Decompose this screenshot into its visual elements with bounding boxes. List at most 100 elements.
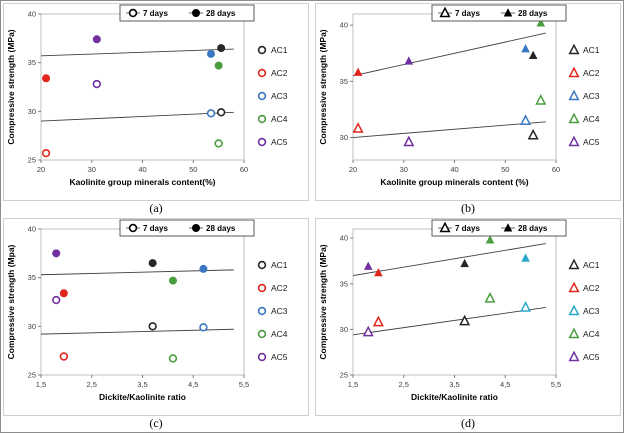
- point-7d-AC2: [352, 122, 364, 133]
- legend-label-AC1: AC1: [271, 260, 288, 270]
- point-7d-AC4: [535, 94, 547, 105]
- legend-label-AC3: AC3: [583, 91, 600, 101]
- point-28d-AC2: [42, 74, 51, 83]
- point-7d-AC2: [372, 315, 384, 327]
- y-axis-title: Compressive strength (MPa): [6, 29, 16, 144]
- legend-28days-marker-icon: [503, 223, 513, 232]
- legend-28days-marker-icon: [192, 9, 200, 17]
- legend-marker-AC1-icon: [568, 258, 580, 270]
- chart-panel-d: 1,5 2,5 3,5 4,5 5,5 25 30 35 40 Dickite/Kaolinite…: [315, 218, 621, 416]
- point-7d-AC2: [59, 352, 69, 361]
- y-tick-label: 25: [340, 371, 348, 380]
- legend-label-AC1: AC1: [271, 45, 288, 55]
- point-7d-AC3: [520, 114, 532, 125]
- legend-marker-AC4-icon: [568, 327, 580, 339]
- x-tick-label: 5,5: [239, 380, 249, 389]
- x-tick-label: 50: [501, 165, 509, 174]
- point-28d-AC4: [485, 235, 495, 244]
- legend-label-AC4: AC4: [583, 114, 600, 124]
- point-7d-AC1: [527, 128, 539, 140]
- legend-marker-AC2-icon: [257, 283, 267, 293]
- point-28d-AC2: [353, 67, 363, 76]
- legend-label-AC2: AC2: [583, 283, 600, 293]
- point-7d-AC1: [459, 314, 471, 326]
- plot-area: [40, 13, 245, 161]
- x-tick-label: 40: [138, 165, 146, 174]
- x-tick-label: 4,5: [188, 380, 198, 389]
- point-28d-AC3: [521, 253, 530, 262]
- point-28d-AC5: [92, 35, 101, 44]
- point-7d-AC5: [403, 135, 415, 147]
- point-28d-AC3: [207, 49, 216, 58]
- chart-d: 1,5 2,5 3,5 4,5 5,5 25 30 35 40 Dickite/Kaolinite…: [318, 219, 600, 402]
- y-tick-label: 30: [340, 325, 348, 334]
- y-tick-label: 30: [28, 107, 36, 116]
- plot-area: [352, 13, 557, 161]
- legend-7days-marker-icon: [439, 6, 451, 18]
- trend-line: [352, 121, 546, 138]
- days-legend-box: [119, 219, 255, 237]
- subplot-c: 1,5 2,5 3,5 4,5 5,5 25 30 35 40 Dickite/Kaolinite…: [2, 218, 310, 431]
- y-tick-label: 35: [340, 77, 348, 86]
- point-7d-AC1: [216, 108, 226, 117]
- y-tick-label: 35: [28, 58, 36, 67]
- legend-label-AC5: AC5: [271, 137, 288, 147]
- chart-panel-c: 1,5 2,5 3,5 4,5 5,5 25 30 35 40 Dickite/Kaolinite…: [3, 218, 309, 416]
- legend-label-AC3: AC3: [583, 306, 600, 316]
- chart-b: 20 30 40 50 60 30 35 40 Kaolinite group minerals…: [318, 4, 600, 187]
- days-legend-box: [119, 4, 255, 22]
- x-axis-title: Kaolinite group minerals content (%): [380, 177, 528, 187]
- legend-label-AC5: AC5: [583, 137, 600, 147]
- legend-label-AC3: AC3: [271, 91, 288, 101]
- legend-marker-AC3-icon: [257, 306, 267, 316]
- legend-7days-label: 7 days: [455, 9, 480, 18]
- point-7d-AC5: [52, 295, 61, 305]
- x-tick-label: 3,5: [449, 380, 459, 389]
- x-tick-label: 30: [88, 165, 96, 174]
- legend-7days-marker-icon: [128, 8, 138, 18]
- legend-marker-AC5-icon: [568, 350, 580, 362]
- y-tick-label: 40: [28, 10, 36, 19]
- point-28d-AC5: [363, 261, 373, 270]
- point-28d-AC2: [59, 289, 68, 298]
- trend-line: [352, 307, 546, 336]
- y-tick-label: 40: [28, 225, 36, 234]
- legend-marker-AC3-icon: [257, 91, 267, 101]
- point-7d-AC1: [148, 322, 157, 331]
- legend-marker-AC1-icon: [257, 260, 267, 270]
- x-tick-label: 60: [240, 165, 248, 174]
- trend-line: [40, 111, 234, 122]
- x-tick-label: 4,5: [500, 380, 510, 389]
- subplot-b: 20 30 40 50 60 30 35 40 Kaolinite group minerals…: [314, 3, 622, 216]
- caption-c: (c): [149, 416, 163, 430]
- subplot-a: 20 30 40 50 60 25 30 35 40 Kaolinite group minera…: [2, 3, 310, 216]
- legend-label-AC2: AC2: [271, 68, 288, 78]
- x-tick-label: 40: [450, 165, 458, 174]
- legend-label-AC4: AC4: [583, 329, 600, 339]
- x-axis-title: Dickite/Kaolinite ratio: [99, 392, 186, 402]
- y-tick-label: 40: [340, 234, 348, 243]
- legend-marker-AC1-icon: [568, 43, 580, 55]
- legend-7days-label: 7 days: [143, 224, 168, 233]
- legend-label-AC2: AC2: [583, 68, 600, 78]
- point-7d-AC3: [520, 301, 532, 312]
- x-tick-label: 1,5: [36, 380, 46, 389]
- y-axis-title: Compressive strength (MPa): [318, 29, 328, 144]
- point-7d-AC3: [206, 109, 216, 118]
- point-7d-AC3: [199, 323, 208, 332]
- y-tick-label: 30: [28, 322, 36, 331]
- legend-marker-AC2-icon: [568, 281, 580, 293]
- point-28d-AC4: [168, 276, 177, 285]
- days-legend-box: [431, 219, 567, 237]
- x-tick-label: 60: [552, 165, 560, 174]
- y-tick-label: 35: [28, 273, 36, 282]
- point-28d-AC1: [528, 50, 538, 60]
- point-28d-AC2: [374, 268, 383, 277]
- x-tick-label: 3,5: [137, 380, 147, 389]
- caption-a: (a): [149, 201, 163, 215]
- x-tick-label: 2,5: [87, 380, 97, 389]
- point-7d-AC4: [484, 291, 496, 303]
- x-tick-label: 2,5: [399, 380, 409, 389]
- legend-label-AC1: AC1: [583, 45, 600, 55]
- trend-line: [352, 243, 546, 276]
